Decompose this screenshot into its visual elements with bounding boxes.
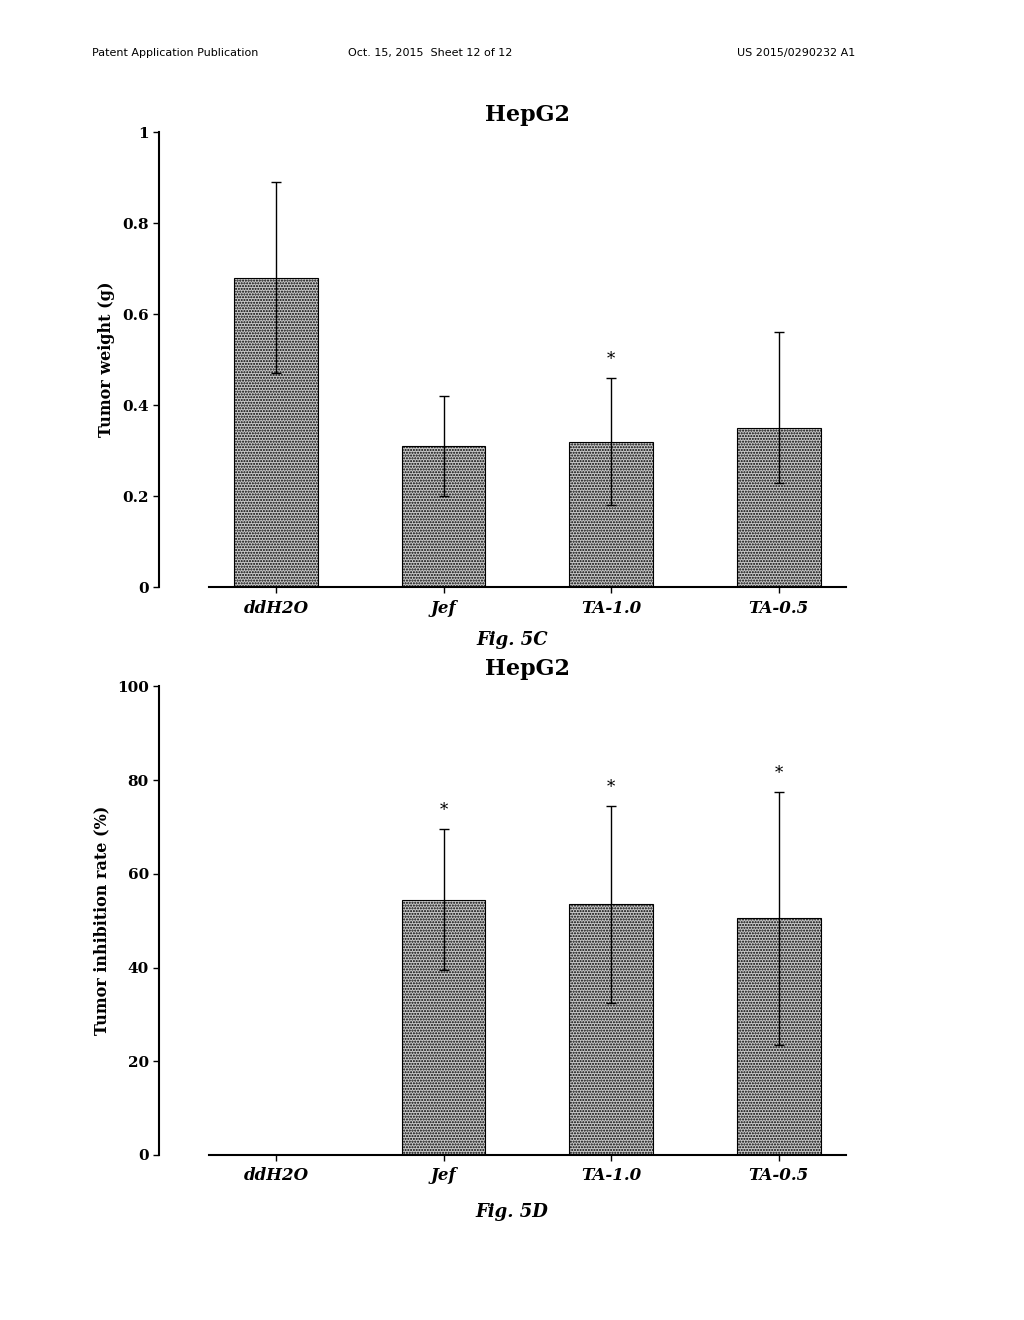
Text: US 2015/0290232 A1: US 2015/0290232 A1 <box>737 48 855 58</box>
Text: *: * <box>607 779 615 796</box>
Text: Fig. 5D: Fig. 5D <box>475 1203 549 1221</box>
Text: Patent Application Publication: Patent Application Publication <box>92 48 258 58</box>
Text: *: * <box>774 764 782 781</box>
Y-axis label: Tumor inhibition rate (%): Tumor inhibition rate (%) <box>93 807 111 1035</box>
Bar <box>569 904 653 1155</box>
Text: *: * <box>607 351 615 368</box>
Bar <box>737 428 820 587</box>
Y-axis label: Tumor weight (g): Tumor weight (g) <box>98 282 116 437</box>
Text: Fig. 5C: Fig. 5C <box>476 631 548 649</box>
Bar <box>401 900 485 1155</box>
Bar <box>401 446 485 587</box>
Text: Oct. 15, 2015  Sheet 12 of 12: Oct. 15, 2015 Sheet 12 of 12 <box>348 48 512 58</box>
Title: HepG2: HepG2 <box>484 104 570 125</box>
Bar <box>569 442 653 587</box>
Bar <box>737 919 820 1155</box>
Bar <box>234 277 317 587</box>
Text: *: * <box>439 803 447 818</box>
Title: HepG2: HepG2 <box>484 659 570 680</box>
